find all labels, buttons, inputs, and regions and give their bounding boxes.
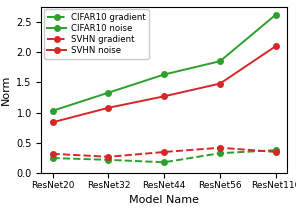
CIFAR10 noise [163,73,166,76]
Line: SVHN noise: SVHN noise [50,43,279,125]
Line: SVHN gradient: SVHN gradient [50,145,279,160]
CIFAR10 noise [51,109,54,112]
Legend: CIFAR10 gradient, CIFAR10 noise, SVHN gradient, SVHN noise: CIFAR10 gradient, CIFAR10 noise, SVHN gr… [44,9,149,59]
SVHN noise [51,121,54,124]
X-axis label: Model Name: Model Name [129,195,199,205]
CIFAR10 noise [218,60,222,62]
CIFAR10 gradient [107,159,110,161]
Line: CIFAR10 gradient: CIFAR10 gradient [50,147,279,165]
SVHN noise [163,95,166,98]
SVHN noise [218,82,222,85]
SVHN gradient [163,151,166,153]
SVHN gradient [51,153,54,155]
CIFAR10 gradient [163,161,166,164]
Y-axis label: Norm: Norm [1,75,11,105]
CIFAR10 gradient [218,152,222,155]
SVHN gradient [107,155,110,158]
Line: CIFAR10 noise: CIFAR10 noise [50,12,279,114]
SVHN noise [274,45,278,47]
CIFAR10 gradient [274,149,278,151]
CIFAR10 gradient [51,157,54,159]
SVHN noise [107,106,110,109]
CIFAR10 noise [274,13,278,16]
SVHN gradient [218,146,222,149]
SVHN gradient [274,151,278,153]
CIFAR10 noise [107,91,110,94]
